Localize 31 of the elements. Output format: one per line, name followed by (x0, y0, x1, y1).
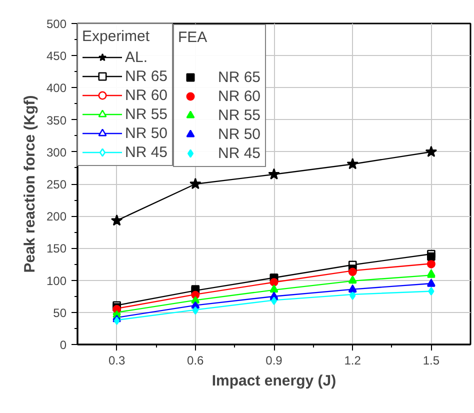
legend-label: NR 50 (125, 124, 168, 142)
legend-label: NR 60 (125, 86, 168, 104)
y-tick-label: 0 (60, 338, 67, 352)
legend-label: NR 65 (125, 67, 168, 85)
y-tick-label: 350 (46, 113, 67, 128)
legend-label: NR 50 (218, 125, 261, 143)
legend-label: NR 65 (218, 68, 261, 86)
legend-label: NR 60 (218, 87, 261, 105)
y-tick-label: 50 (53, 306, 67, 320)
annotation: FEA (178, 29, 208, 46)
y-tick-label: 250 (46, 178, 67, 192)
legend-label: NR 45 (218, 144, 261, 162)
y-tick-label: 400 (46, 81, 67, 96)
x-tick-label: 0.3 (108, 354, 126, 368)
y-tick-label: 150 (46, 242, 67, 256)
legend-label: NR 45 (125, 143, 168, 161)
x-tick-label: 0.6 (187, 354, 204, 368)
x-axis-title: Impact energy (J) (212, 372, 336, 390)
y-axis-title: Peak reaction force (Kgf) (21, 95, 38, 273)
x-tick-label: 0.9 (266, 354, 283, 368)
x-tick-label: 1.2 (344, 354, 362, 368)
x-tick-label: 1.5 (422, 354, 440, 368)
y-tick-label: 300 (46, 145, 67, 160)
legend-label: NR 55 (125, 105, 168, 123)
legend-label: AL. (125, 48, 148, 66)
legend-label: NR 55 (218, 106, 261, 124)
y-tick-label: 100 (46, 274, 67, 288)
y-tick-label: 200 (46, 210, 67, 224)
y-tick-label: 500 (46, 17, 67, 31)
y-tick-label: 450 (46, 49, 67, 64)
legend-title: Experimet (82, 28, 151, 45)
